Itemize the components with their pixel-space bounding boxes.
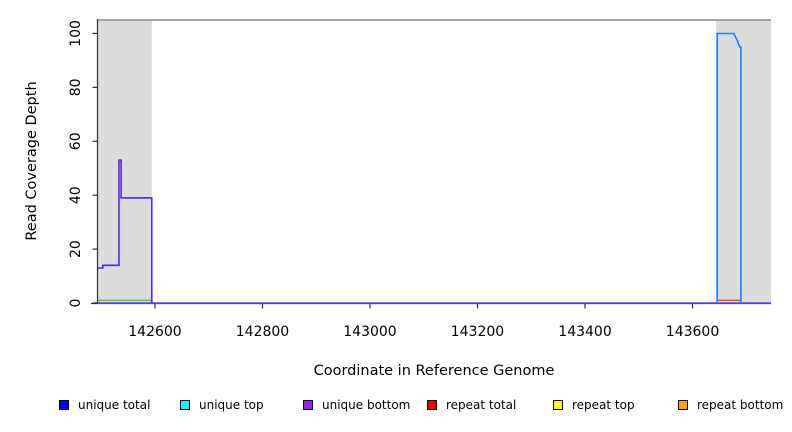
- x-tick-label: 142600: [128, 324, 181, 340]
- legend-label: unique bottom: [322, 398, 411, 412]
- legend-item-repeat-bottom: repeat bottom: [678, 397, 783, 413]
- x-tick-label: 143600: [666, 324, 719, 340]
- left-repeat-region: [98, 20, 152, 303]
- legend-label: repeat total: [446, 398, 517, 412]
- x-tick-label: 143200: [451, 324, 504, 340]
- legend-label: unique total: [78, 398, 151, 412]
- legend-item-unique-bottom: unique bottom: [303, 397, 410, 413]
- y-tick-label: 40: [68, 186, 84, 204]
- y-axis-title: Read Coverage Depth: [24, 81, 40, 241]
- series-unique-coverage-right-block: [716, 32, 742, 303]
- legend-swatch-unique-total: [59, 400, 69, 410]
- legend-swatch-repeat-total: [427, 400, 437, 410]
- legend-item-unique-top: unique top: [180, 397, 264, 413]
- legend-item-repeat-top: repeat top: [553, 397, 635, 413]
- right-repeat-region: [716, 20, 771, 303]
- legend-label: repeat bottom: [697, 398, 784, 412]
- series-unique-coverage-left-block: [98, 159, 153, 303]
- legend-label: unique top: [199, 398, 264, 412]
- y-tick-label: 100: [68, 20, 84, 47]
- legend-swatch-repeat-top: [553, 400, 563, 410]
- y-tick-label: 20: [68, 240, 84, 258]
- x-tick-label: 143400: [558, 324, 611, 340]
- legend-swatch-unique-bottom: [303, 400, 313, 410]
- legend-swatch-unique-top: [180, 400, 190, 410]
- legend-swatch-repeat-bottom: [678, 400, 688, 410]
- legend-item-unique-total: unique total: [59, 397, 150, 413]
- y-tick-label: 80: [68, 78, 84, 96]
- coverage-plot-canvas: 142600 142800 143000 143200 143400 143600 0 20 4…: [68, 19, 771, 340]
- x-tick-label: 142800: [236, 324, 289, 340]
- legend-item-repeat-total: repeat total: [427, 397, 516, 413]
- x-tick-label: 143000: [343, 324, 396, 340]
- x-axis-title: Coordinate in Reference Genome: [313, 363, 555, 379]
- legend-label: repeat top: [572, 398, 635, 412]
- y-tick-label: 0: [68, 299, 84, 308]
- y-tick-label: 60: [68, 132, 84, 150]
